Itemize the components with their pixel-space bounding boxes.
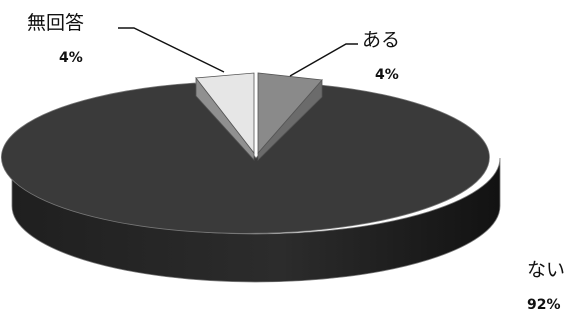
slice-aru-top (257, 72, 323, 155)
label-aru-value: 4% (375, 67, 399, 83)
slice-nai-top (1, 82, 490, 234)
slice-mukaitou-top (195, 72, 255, 155)
leader-line-mukaitou (118, 27, 225, 73)
label-mukaitou-name: 無回答 (27, 12, 84, 34)
slice-nai (1, 82, 501, 283)
label-mukaitou-value: 4% (59, 50, 83, 66)
leader-line-aru (289, 43, 358, 77)
label-nai-name: ない (527, 259, 565, 281)
label-nai-value: 92% (527, 297, 561, 313)
slice-mukaitou (195, 72, 255, 162)
label-aru-name: ある (362, 29, 400, 51)
slice-aru (257, 72, 323, 161)
